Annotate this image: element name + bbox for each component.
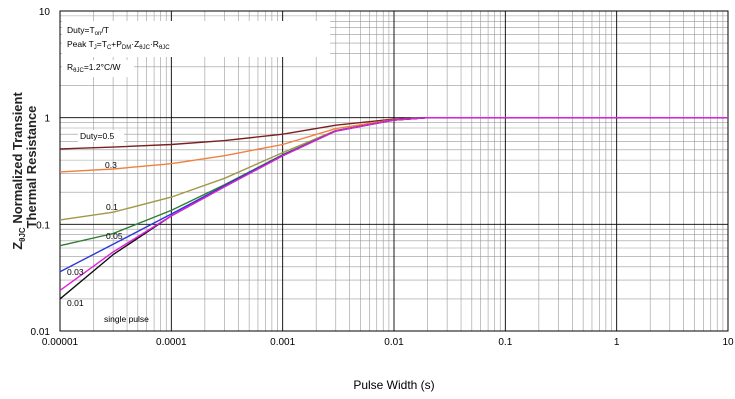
duty-label-3: 0.05 <box>106 231 123 241</box>
duty-label-5: 0.01 <box>67 298 84 308</box>
x-tick-label-6: 10 <box>722 337 734 348</box>
x-axis-label: Pulse Width (s) <box>353 378 434 392</box>
x-tick-label-3: 0.01 <box>384 337 404 348</box>
series-line-6 <box>59 116 728 291</box>
duty-label-0: Duty=0.5 <box>80 131 115 141</box>
x-tick-label-1: 0.0001 <box>156 337 187 348</box>
x-tick-label-2: 0.001 <box>270 337 295 348</box>
y-tick-label-1: 0.1 <box>36 220 50 231</box>
major-gridlines <box>59 11 728 332</box>
duty-label-1: 0.3 <box>105 160 117 170</box>
notes-background <box>62 21 330 57</box>
y-tick-label-3: 10 <box>39 7 51 18</box>
plot-area-frame <box>59 10 729 332</box>
series-lines <box>59 116 728 300</box>
note-duty-definition: Duty=Ton/T <box>67 25 109 37</box>
note-peak-temperature: Peak TJ=TC+PDM·ZθJC·RθJC <box>67 39 170 51</box>
duty-label-6: single pulse <box>104 314 149 324</box>
duty-label-background <box>78 130 124 142</box>
x-tick-label-4: 0.1 <box>498 337 512 348</box>
x-tick-label-5: 1 <box>614 337 620 348</box>
y-axis-label: ZθJC Normalized Transient Thermal Resista… <box>10 92 39 250</box>
duty-labels: Duty=0.5 0.3 0.1 0.05 0.03 0.01 single pulse <box>67 130 149 324</box>
duty-label-4: 0.03 <box>67 267 84 277</box>
notes-box: Duty=Ton/T Peak TJ=TC+PDM·ZθJC·RθJC RθJC=1… <box>62 21 330 77</box>
y-axis-label-line2: Thermal Resistance <box>24 106 39 229</box>
note-thermal-resistance: RθJC=1.2°C/W <box>67 62 121 74</box>
x-axis-ticks: 0.00001 0.0001 0.001 0.01 0.1 1 10 <box>42 337 734 348</box>
y-tick-label-2: 1 <box>44 114 50 125</box>
y-axis-ticks: 0.01 0.1 1 10 <box>31 7 51 338</box>
y-tick-label-0: 0.01 <box>31 327 51 338</box>
notes-background-2 <box>62 60 134 77</box>
x-tick-label-0: 0.00001 <box>42 337 79 348</box>
duty-label-2: 0.1 <box>106 202 118 212</box>
y-axis-label-line1: ZθJC Normalized Transient <box>10 92 27 250</box>
